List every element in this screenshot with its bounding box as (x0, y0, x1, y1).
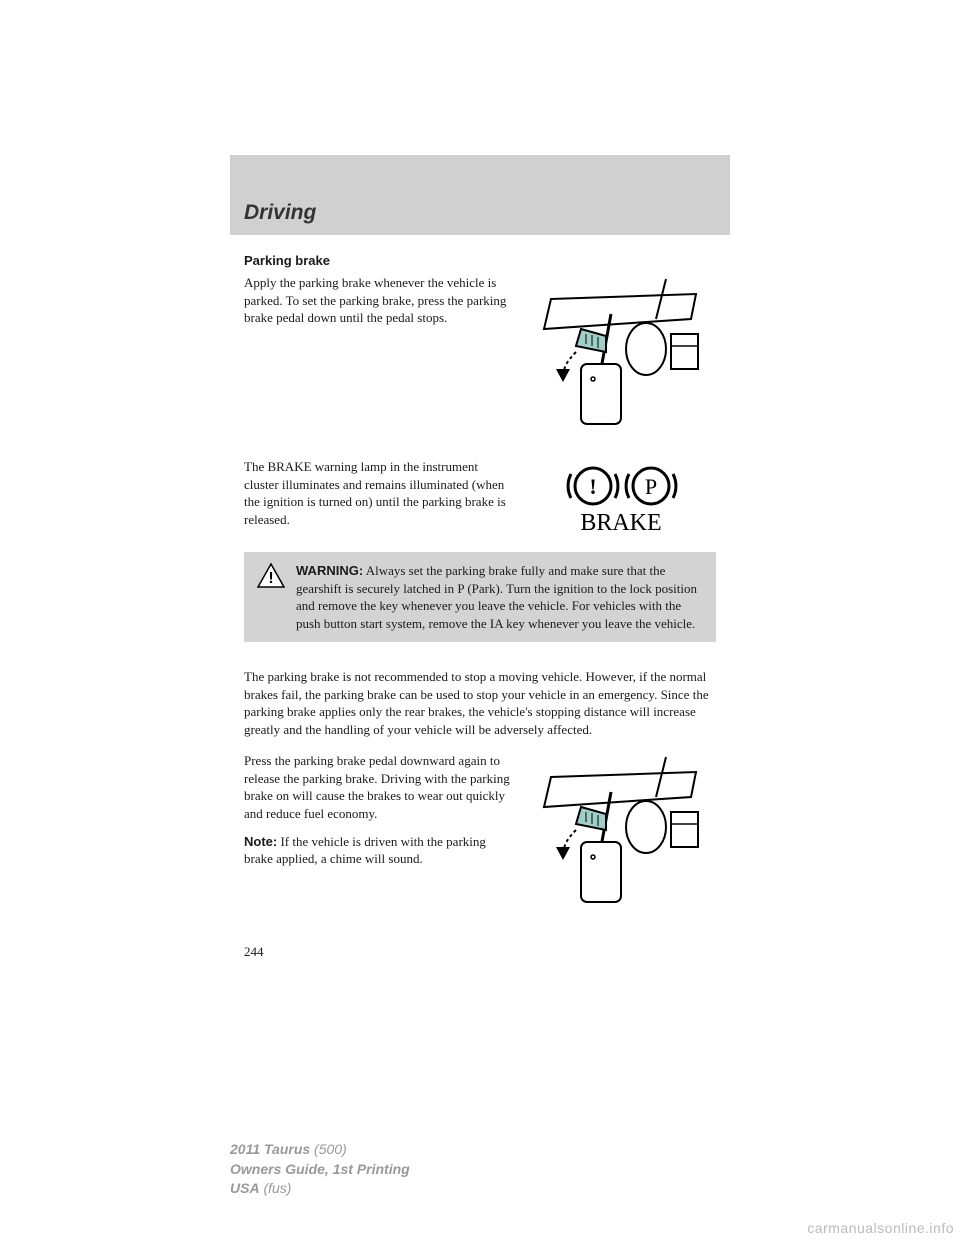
brake-lamp-icon: ! P BRAKE (541, 458, 701, 538)
section-header-bar: Driving (230, 155, 730, 235)
pedal-illustration-1 (526, 274, 716, 444)
svg-text:!: ! (268, 570, 273, 587)
warning-box: ! WARNING: Always set the parking brake … (244, 552, 716, 642)
pedal-press-icon (526, 274, 716, 444)
page-number: 244 (244, 944, 716, 960)
warning-text: WARNING: Always set the parking brake fu… (296, 562, 704, 632)
para1: Apply the parking brake whenever the veh… (244, 274, 510, 444)
footer-code1: (500) (310, 1141, 347, 1157)
brake-warning-indicator: ! P BRAKE (526, 458, 716, 538)
note-label: Note: (244, 834, 277, 849)
footer-line1: 2011 Taurus (500) (230, 1140, 410, 1160)
row-para4: Press the parking brake pedal downward a… (244, 752, 716, 922)
footer-code2: (fus) (260, 1180, 292, 1196)
row-para2: The BRAKE warning lamp in the instrument… (244, 458, 716, 538)
page-content: Driving Parking brake Apply the parking … (230, 155, 730, 960)
brake-word: BRAKE (580, 510, 661, 536)
warning-triangle-icon: ! (256, 562, 286, 632)
pedal-release-icon (526, 752, 716, 922)
p-icon: P (645, 474, 657, 499)
para5: Note: If the vehicle is driven with the … (244, 833, 510, 868)
para2: The BRAKE warning lamp in the instrument… (244, 458, 510, 538)
footer-line3: USA (fus) (230, 1179, 410, 1199)
page-body: Parking brake Apply the parking brake wh… (230, 235, 730, 960)
para3: The parking brake is not recommended to … (244, 668, 716, 738)
excl-icon: ! (589, 474, 596, 499)
para4: Press the parking brake pedal downward a… (244, 752, 510, 822)
para4-5-col: Press the parking brake pedal downward a… (244, 752, 510, 922)
subheading-parking-brake: Parking brake (244, 253, 716, 268)
warning-label: WARNING: (296, 563, 363, 578)
footer-model: 2011 Taurus (230, 1141, 310, 1157)
para5-body: If the vehicle is driven with the parkin… (244, 834, 486, 867)
row-para1: Apply the parking brake whenever the veh… (244, 274, 716, 444)
footer-line2: Owners Guide, 1st Printing (230, 1160, 410, 1180)
publication-footer: 2011 Taurus (500) Owners Guide, 1st Prin… (230, 1140, 410, 1199)
footer-region: USA (230, 1180, 260, 1196)
watermark: carmanualsonline.info (807, 1220, 954, 1236)
section-title: Driving (244, 201, 316, 225)
pedal-illustration-2 (526, 752, 716, 922)
